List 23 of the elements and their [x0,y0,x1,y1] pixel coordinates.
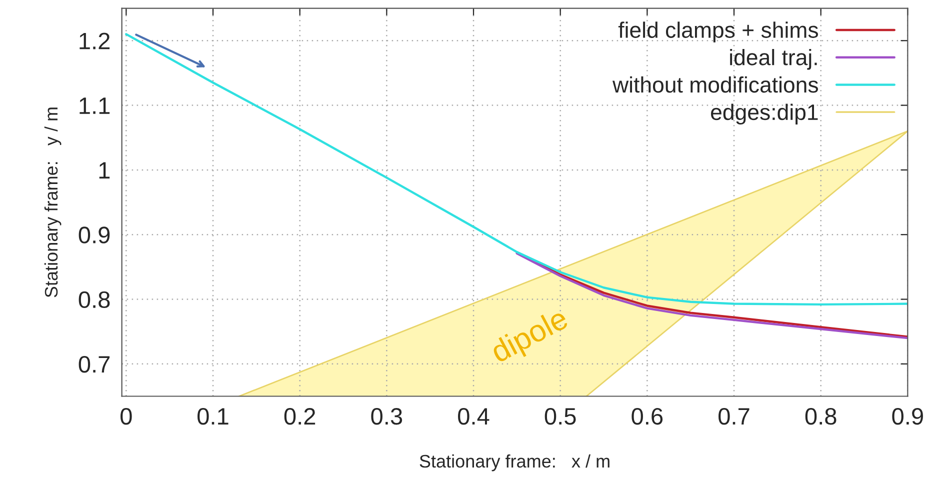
y-tick-label: 0.9 [78,226,110,244]
x-tick-label: 0.8 [805,408,836,425]
x-tick-label: 0.1 [198,408,228,425]
x-tick-label: 0.9 [892,408,923,425]
x-tick-label: 0 [120,408,132,425]
y-tick-label: 0.8 [78,291,110,308]
x-tick-label: 0.2 [284,408,316,425]
x-tick-label: 0.6 [632,408,663,425]
legend-label: edges:dip1 [711,104,818,124]
legend-label: field clamps + shims [618,22,818,42]
y-tick-label: 1 [99,162,110,178]
y-tick-label: 0.7 [78,356,110,373]
y-tick-label: 1.2 [80,32,110,50]
x-axis-title: Stationary frame: x / m [420,454,610,472]
annotation: dipole [488,306,572,368]
x-tick-label: 0.7 [718,408,750,425]
x-tick-label: 0.5 [544,408,576,425]
x-tick-label: 0.4 [458,408,490,425]
y-tick-label: 1.1 [80,98,110,114]
legend-label: ideal traj. [730,49,817,70]
x-tick-label: 0.3 [371,408,402,425]
legend-label: without modifications [612,76,818,93]
y-axis-title: Stationary frame: y / m [44,108,62,298]
